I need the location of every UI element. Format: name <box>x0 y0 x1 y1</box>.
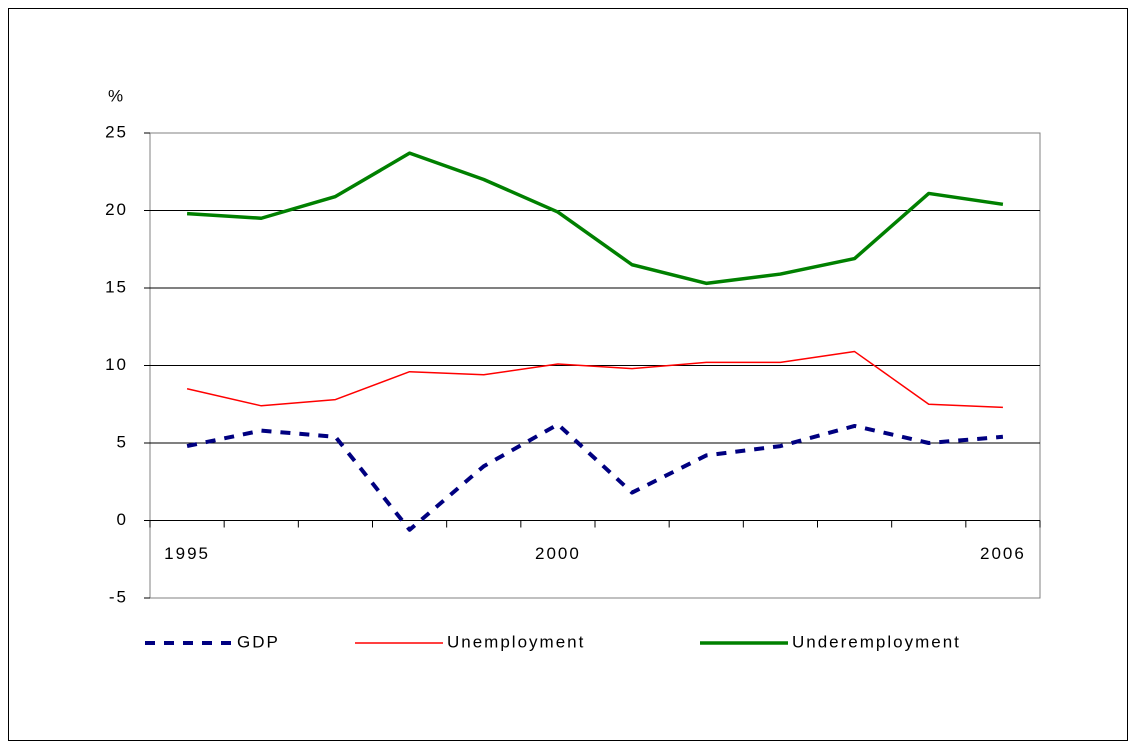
x-tick-label: 2006 <box>980 544 1026 563</box>
y-tick-label: 5 <box>117 432 128 451</box>
legend-label: Underemployment <box>792 632 961 651</box>
x-tick-label: 2000 <box>535 544 581 563</box>
series-line <box>186 422 1004 532</box>
series-line <box>186 151 1004 286</box>
y-tick-label: 10 <box>105 355 128 374</box>
legend-label: Unemployment <box>447 632 585 651</box>
y-axis-label: % <box>108 86 125 105</box>
x-tick-label: 1995 <box>164 544 210 563</box>
series-line <box>186 350 1003 409</box>
y-tick-label: 20 <box>105 200 128 219</box>
y-tick-label: 15 <box>105 277 128 296</box>
y-tick-label: 25 <box>105 122 128 141</box>
y-tick-label: -5 <box>109 587 128 606</box>
chart-frame <box>8 8 1128 741</box>
legend-label: GDP <box>237 632 280 651</box>
y-tick-label: 0 <box>117 510 128 529</box>
